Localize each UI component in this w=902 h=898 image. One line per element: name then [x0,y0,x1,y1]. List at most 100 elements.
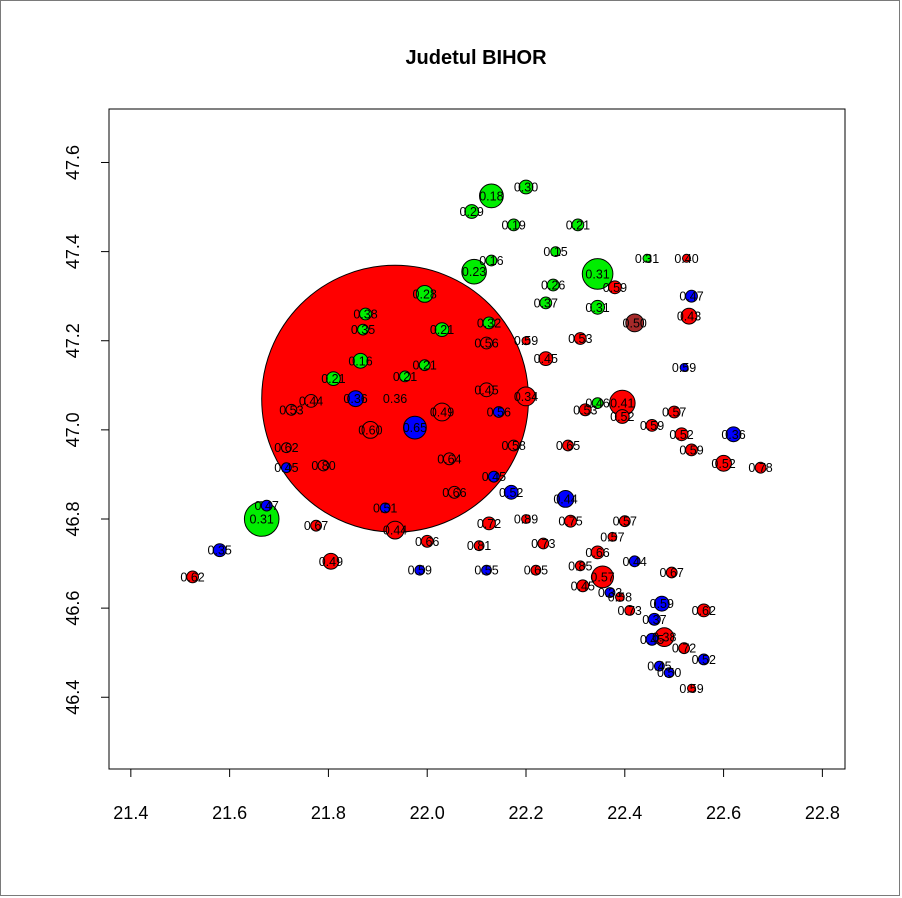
bubble-label: 0.31 [250,513,274,527]
bubble-red [304,394,319,408]
bubble-label: 0.52 [692,653,716,667]
bubble-label: 0.45 [482,470,506,484]
bubble-label: 0.53 [279,403,303,417]
bubble-red [530,564,542,576]
bubble-label: 0.58 [502,439,526,453]
bubble-label: 0.72 [672,642,696,656]
y-tick-label: 47.2 [63,323,83,358]
bubble-blue [379,502,391,514]
bubble-green [507,218,521,232]
bubble-label: 0.43 [677,310,701,324]
bubble-red [521,336,531,346]
bubble-label: 0.89 [514,513,538,527]
bubble-label: 0.50 [623,316,647,330]
bubble-label: 0.35 [351,323,375,337]
x-tick-label: 22.6 [706,803,741,823]
bubble-green [415,285,434,303]
bubble-label: 0.58 [608,591,632,605]
bubble-red [443,452,456,466]
bubble-blue [604,587,616,598]
bubble-label: 0.37 [534,296,558,310]
y-tick-label: 47.6 [63,145,83,180]
bubble-label: 0.40 [674,252,698,266]
bubble-green [461,258,487,285]
bubble-red [591,565,614,589]
bubble-green [518,179,534,195]
bubble-blue [492,406,505,418]
bubble-green [418,359,431,372]
x-tick-label: 21.6 [212,803,247,823]
bubble-label: 0.44 [623,555,647,569]
bubble-label: 0.26 [541,279,565,293]
y-tick-label: 47.4 [63,234,83,269]
bubble-red [665,566,678,579]
bubble-blue [488,470,500,483]
bubble-label: 0.45 [474,383,498,397]
chart-title: Judetul BIHOR [405,47,547,69]
bubble-label: 0.15 [543,245,567,259]
bubble-red [317,459,330,472]
bubble-label: 0.59 [679,443,703,457]
bubble-red [678,642,690,655]
bubble-blue [503,484,519,500]
bubble-label: 0.41 [610,397,634,411]
plot-area-border [108,108,846,770]
bubble-label: 0.44 [299,394,323,408]
bubble-red [507,439,520,452]
bubble-label: 0.65 [556,439,580,453]
bubble-label: 0.28 [413,287,437,301]
bubble-label: 0.59 [603,281,627,295]
bubble-blue [679,363,689,372]
bubble-blue [653,595,670,612]
bubble-label: 0.60 [358,423,382,437]
bubble-label: 0.31 [635,252,659,266]
bubble-label: 0.59 [514,334,538,348]
bubble-red [564,514,577,528]
bubble-red [479,382,494,398]
bubble-label: 0.21 [430,323,454,337]
x-tick-label: 22.0 [410,803,445,823]
bubble-label: 0.19 [502,218,526,232]
bubble-label: 0.29 [460,205,484,219]
bubble-label: 0.66 [415,535,439,549]
bubble-red [473,540,485,552]
bubble-label: 0.49 [319,555,343,569]
bubble-label: 0.59 [679,682,703,696]
bubble-red [537,537,550,550]
bubble-red [715,454,732,472]
bubble-label: 0.31 [585,301,609,315]
bubble-label: 0.53 [568,332,592,346]
bubble-blue [556,490,575,508]
bubble-red [281,442,292,454]
x-tick-label: 22.4 [607,803,642,823]
y-tick-label: 46.8 [63,501,83,536]
bubble-label: 0.21 [566,218,590,232]
bubble-red [420,534,434,548]
bubble-green [399,370,411,383]
bubble-label: 0.36 [343,392,367,406]
bubble-green [581,258,614,290]
bubble-label: 0.34 [514,390,538,404]
bubble-green [642,253,652,263]
bubble-label: 0.21 [393,370,417,384]
bubble-red [667,405,681,419]
bubble-label: 0.53 [573,403,597,417]
bubble-green [352,352,369,369]
bubble-red [574,560,586,572]
bubble-label: 0.65 [403,421,427,435]
bubble-label: 0.78 [748,461,772,475]
bubble-red [480,336,493,350]
bubble-red [573,332,587,345]
bubble-label: 0.46 [585,397,609,411]
bubble-blue [663,667,675,679]
x-tick-label: 21.8 [311,803,346,823]
bubble-layer [186,179,767,693]
bubble-brown [625,313,645,333]
bubble-label: 0.85 [568,559,592,573]
bubble-red [607,531,618,542]
bubble-green [464,204,480,219]
bubble-label: 0.57 [600,530,624,544]
bubble-label: 0.80 [311,459,335,473]
bubble-label: 0.45 [571,579,595,593]
bubble-red [516,386,536,407]
